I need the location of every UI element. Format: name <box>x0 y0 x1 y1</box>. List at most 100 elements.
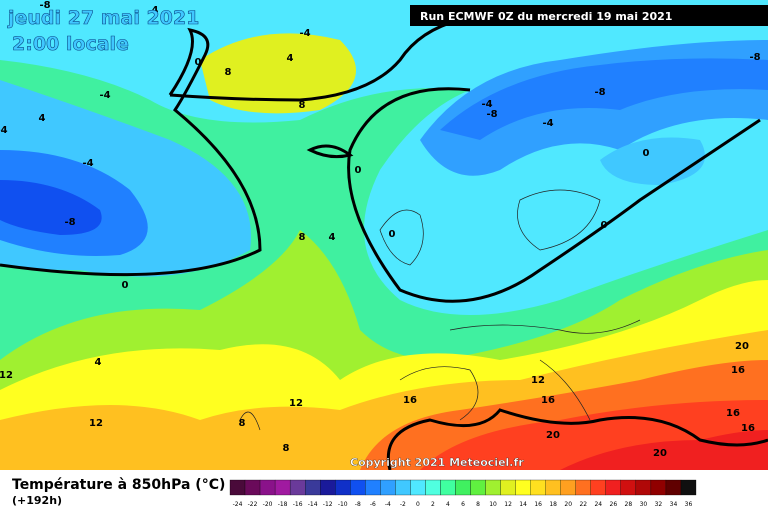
scale-label: -6 <box>370 501 376 508</box>
scale-label: 32 <box>655 501 663 508</box>
scale-cell <box>229 479 246 496</box>
scale-cell <box>395 479 411 496</box>
contour-label: 4 <box>95 357 102 368</box>
temperature-field <box>0 0 768 470</box>
contour-label: 0 <box>355 165 362 176</box>
scale-cell <box>289 479 306 496</box>
scale-cell <box>455 479 471 496</box>
scale-cell <box>244 479 261 496</box>
scale-label: 8 <box>476 501 480 508</box>
scale-cell <box>590 479 606 496</box>
contour-label: 0 <box>389 229 396 240</box>
contour-label: 12 <box>89 418 103 429</box>
scale-label: -4 <box>385 501 391 508</box>
contour-label: -4 <box>299 28 310 39</box>
contour-label: 16 <box>403 395 417 406</box>
scale-cell <box>320 479 336 496</box>
scale-label: -12 <box>323 501 333 508</box>
contour-label: 4 <box>329 232 336 243</box>
contour-label: 16 <box>741 423 755 434</box>
contour-label: 20 <box>546 430 560 441</box>
contour-label: -4 <box>99 90 110 101</box>
contour-label: -4 <box>542 118 553 129</box>
valid-time: 2:00 locale <box>12 33 129 55</box>
contour-label: 8 <box>299 232 306 243</box>
contour-label: 8 <box>225 67 232 78</box>
scale-cell <box>425 479 441 496</box>
scale-cell <box>650 479 667 496</box>
contour-label: 16 <box>726 408 740 419</box>
scale-cell <box>335 479 351 496</box>
scale-cell <box>470 479 486 496</box>
contour-label: 16 <box>541 395 555 406</box>
scale-cell <box>635 479 652 496</box>
contour-label: -4 <box>0 125 8 136</box>
scale-cell <box>680 479 697 496</box>
contour-label: 20 <box>735 341 749 352</box>
scale-label: 2 <box>431 501 435 508</box>
contour-label: 0 <box>643 148 650 159</box>
color-scale: -24 -22 -20 -18 -16 -14 -12 -10 -8 -6 -4 -2 0 2 4 6 8 10 1… <box>229 479 697 508</box>
contour-label: -8 <box>749 52 760 63</box>
scale-label: -22 <box>248 501 258 508</box>
scale-cell <box>380 479 396 496</box>
contour-label: 0 <box>195 57 202 68</box>
scale-label: 14 <box>519 501 527 508</box>
scale-label: 4 <box>446 501 450 508</box>
scale-cell <box>410 479 426 496</box>
contour-label: 4 <box>39 113 46 124</box>
contour-label: 16 <box>731 365 745 376</box>
scale-label: -20 <box>263 501 273 508</box>
scale-label: 16 <box>534 501 542 508</box>
contour-label: -4 <box>82 158 93 169</box>
scale-label: 26 <box>610 501 618 508</box>
scale-label: 10 <box>489 501 497 508</box>
contour-label: -8 <box>594 87 605 98</box>
contour-label: 12 <box>0 370 13 381</box>
footer-title: Température à 850hPa (°C) <box>12 477 225 493</box>
scale-cell <box>305 479 321 496</box>
scale-cell <box>440 479 456 496</box>
scale-cell <box>560 479 576 496</box>
scale-label: 12 <box>504 501 512 508</box>
run-box <box>410 5 768 26</box>
scale-label: 28 <box>625 501 633 508</box>
scale-label: 0 <box>416 501 420 508</box>
contour-label: -4 <box>481 99 492 110</box>
scale-cell <box>545 479 561 496</box>
scale-label: -8 <box>355 501 361 508</box>
zero-isotherms <box>0 18 768 471</box>
scale-cell <box>259 479 276 496</box>
scale-label: -16 <box>293 501 303 508</box>
scale-label: -2 <box>400 501 406 508</box>
footer-lead: (+192h) <box>12 494 62 507</box>
scale-label: 6 <box>461 501 465 508</box>
scale-cell <box>485 479 501 496</box>
scale-cell <box>665 479 682 496</box>
scale-cell <box>605 479 621 496</box>
scale-label: 34 <box>670 501 678 508</box>
contour-label: -8 <box>39 0 50 11</box>
contour-label: 8 <box>283 443 290 454</box>
scale-label: 22 <box>579 501 587 508</box>
scale-cell <box>365 479 381 496</box>
scale-label: -18 <box>278 501 288 508</box>
contour-label: 0 <box>122 280 129 291</box>
contour-label: 8 <box>239 418 246 429</box>
scale-label: -24 <box>233 501 243 508</box>
scale-label: 36 <box>685 501 693 508</box>
valid-date: jeudi 27 mai 2021 <box>7 7 199 29</box>
scale-cell <box>500 479 516 496</box>
scale-label: 30 <box>640 501 648 508</box>
scale-cell <box>620 479 637 496</box>
run-info: Run ECMWF 0Z du mercredi 19 mai 2021 <box>420 10 672 23</box>
contour-label: -8 <box>64 217 75 228</box>
contour-label: 4 <box>152 5 159 16</box>
contour-label: -8 <box>486 109 497 120</box>
scale-cell <box>530 479 546 496</box>
scale-label: -14 <box>308 501 318 508</box>
contour-label: 4 <box>287 53 294 64</box>
